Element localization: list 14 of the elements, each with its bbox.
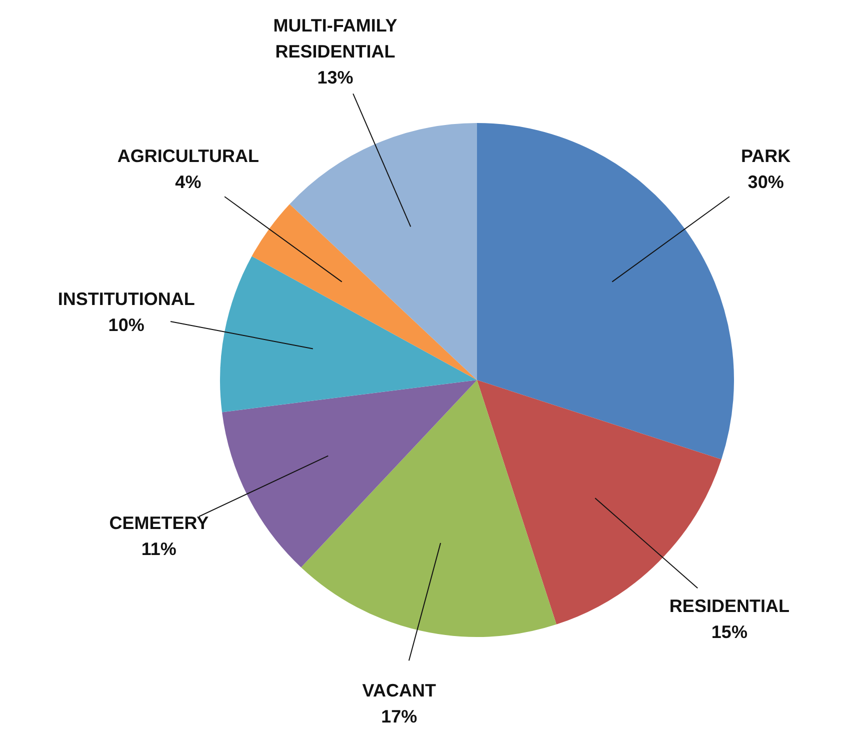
data-label: 13% [317,67,354,88]
slice-label: INSTITUTIONAL [58,289,195,310]
slice-label: PARK [740,146,791,166]
slice-label: VACANT [362,680,436,701]
data-label: 4% [175,172,202,192]
slice-label: CEMETERY [109,512,209,533]
slice-label: RESIDENTIAL [669,596,790,616]
slice-label: AGRICULTURAL [117,146,260,166]
data-label: 10% [108,315,144,336]
data-label: 11% [141,538,176,559]
data-label: 30% [748,172,784,192]
slice-label: MULTI-FAMILY RESIDENTIAL [273,15,398,62]
data-label: 17% [381,706,418,727]
data-label: 15% [711,622,748,642]
